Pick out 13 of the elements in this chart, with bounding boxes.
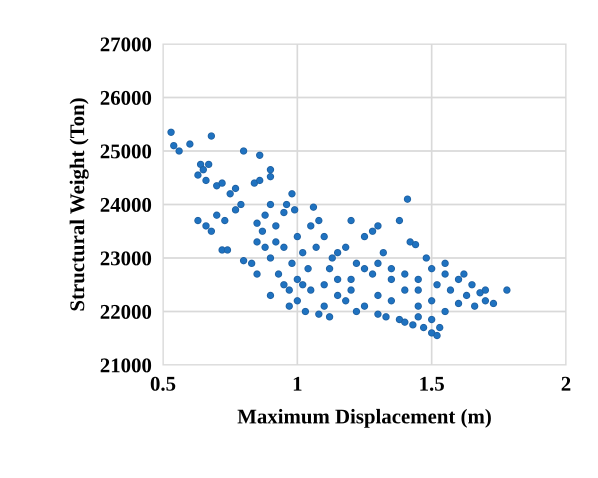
x-tick-label: 0.5 bbox=[150, 376, 176, 391]
y-tick-label: 27000 bbox=[100, 37, 152, 52]
x-tick-label: 2 bbox=[562, 376, 570, 391]
x-axis-title: Maximum Displacement (m) bbox=[238, 408, 491, 428]
y-tick-label: 26000 bbox=[100, 90, 152, 105]
x-tick-label: 1 bbox=[294, 376, 302, 391]
y-axis-title: Structural Weight (Ton) bbox=[70, 98, 89, 310]
y-tick-label: 25000 bbox=[100, 144, 152, 158]
x-tick-label: 1.5 bbox=[420, 376, 444, 391]
y-tick-label: 23000 bbox=[100, 251, 152, 266]
y-tick-label: 24000 bbox=[100, 198, 152, 212]
y-tick-label: 22000 bbox=[100, 304, 152, 319]
y-tick-label: 21000 bbox=[100, 358, 152, 372]
